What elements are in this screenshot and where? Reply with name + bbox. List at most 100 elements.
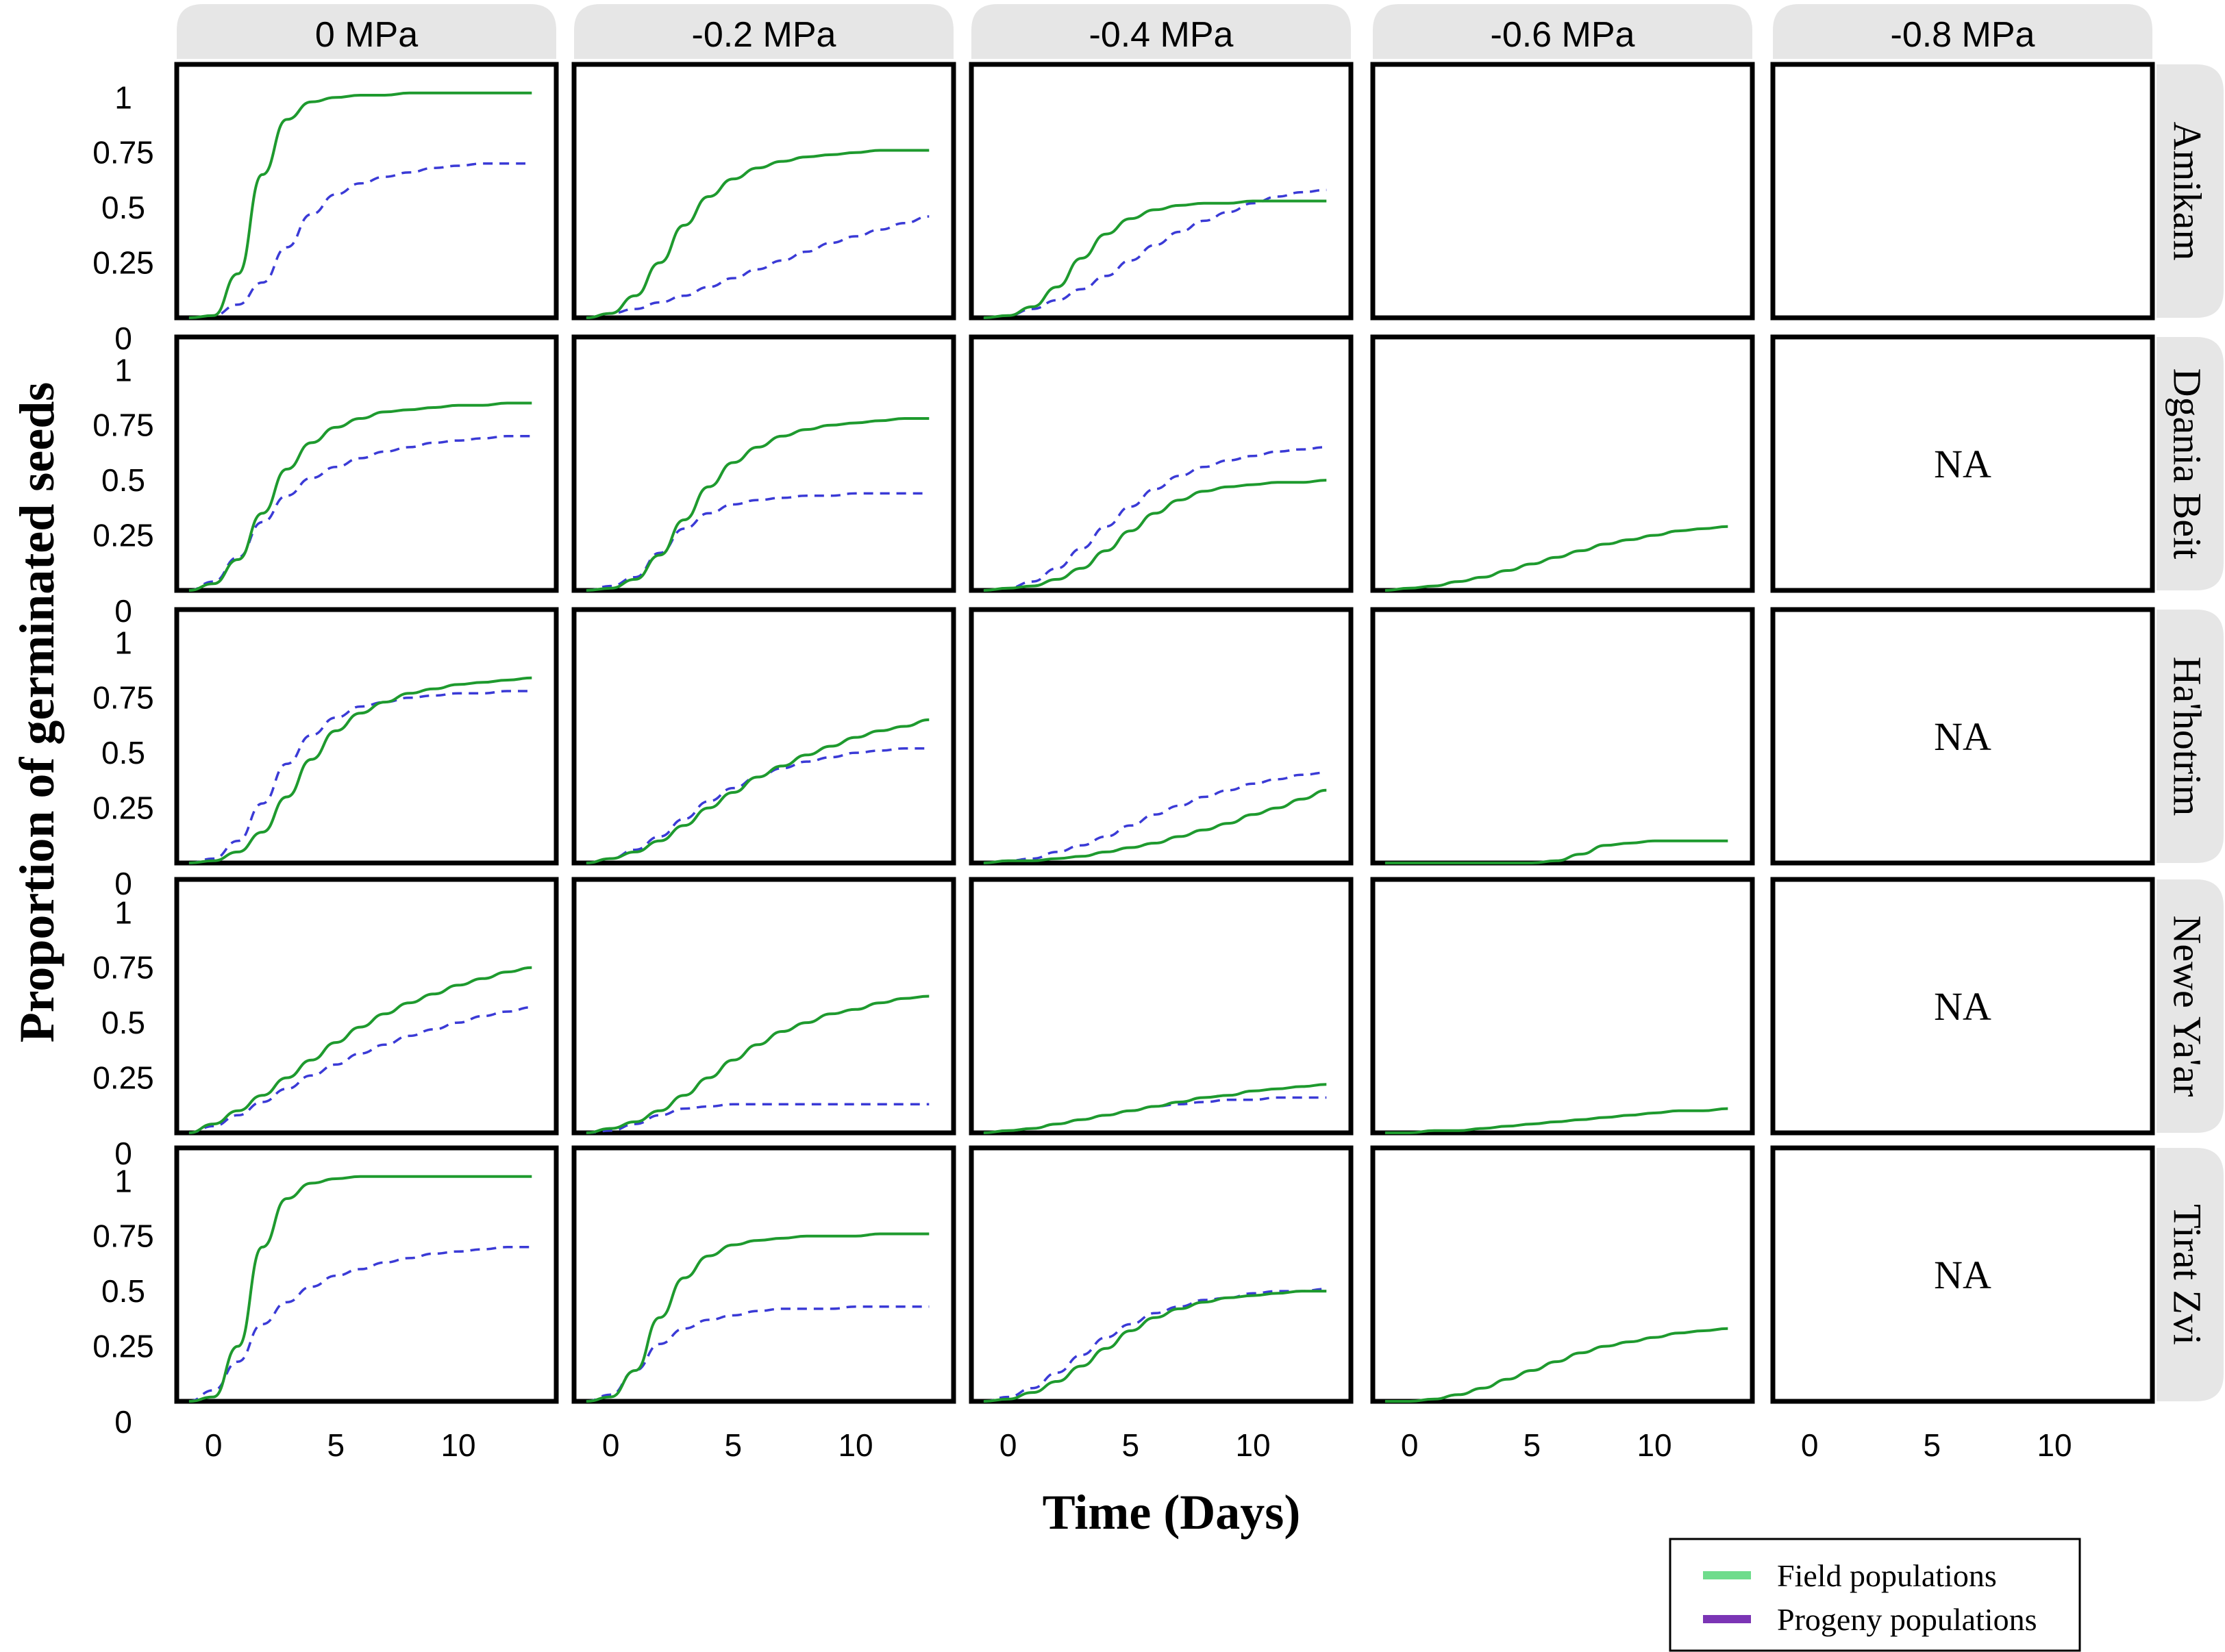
row-strip (2156, 64, 2224, 318)
panel-frame (1770, 334, 2155, 593)
panel-frame (1370, 877, 1755, 1136)
progeny-series-line (983, 188, 1327, 319)
column-strip (971, 4, 1351, 59)
y-tick-label: 0.75 (92, 950, 154, 986)
row-label: Newe Ya'ar (2165, 916, 2210, 1097)
field-series-line (983, 199, 1327, 319)
field-series-line (188, 966, 532, 1134)
x-tick-label: 0 (602, 1427, 620, 1463)
panel-frame (571, 334, 956, 593)
field-series-line (983, 788, 1327, 864)
field-series-line (983, 1290, 1327, 1403)
progeny-series-line (188, 1246, 532, 1403)
field-series-line (586, 994, 930, 1134)
legend-progeny-label: Progeny populations (1777, 1602, 2037, 1637)
column-label: 0 MPa (315, 15, 418, 55)
x-tick-label: 5 (1524, 1427, 1541, 1463)
x-tick-label: 0 (205, 1427, 223, 1463)
y-tick-label: 0.5 (101, 190, 145, 225)
y-tick-label: 0.75 (92, 135, 154, 171)
field-series-line (188, 91, 532, 319)
field-series-line (1384, 525, 1728, 592)
panel-frame (1370, 62, 1755, 321)
column-label: -0.4 MPa (1089, 15, 1234, 55)
panels-layer: 0 MPa -0.2 MPa -0.4 MPa -0.6 MPa -0.8 MPa Ami… (92, 4, 2224, 1463)
row-strip (2156, 337, 2224, 590)
x-tick-label: 10 (1235, 1427, 1270, 1463)
y-tick-label: 0.25 (92, 1329, 154, 1364)
legend-field-label: Field populations (1777, 1558, 1997, 1593)
field-series-line (586, 149, 930, 319)
panel-frame (969, 334, 1354, 593)
x-tick-label: 10 (440, 1427, 475, 1463)
panel-frame (969, 62, 1354, 321)
y-tick-label: 0.5 (101, 462, 145, 498)
y-tick-label: 0.5 (101, 1273, 145, 1309)
panel-frame (1770, 62, 2155, 321)
x-tick-label: 5 (327, 1427, 345, 1463)
y-tick-label: 0.25 (92, 518, 154, 553)
panel-frame (1770, 1145, 2155, 1404)
row-label: Tirat Zvi (2165, 1204, 2210, 1345)
field-series-line (983, 479, 1327, 592)
y-tick-label: 0.75 (92, 408, 154, 443)
column-label: -0.8 MPa (1891, 15, 2035, 55)
progeny-series-line (983, 1288, 1327, 1403)
panel-frame (969, 1145, 1354, 1404)
column-label: -0.6 MPa (1491, 15, 1635, 55)
x-tick-label: 0 (999, 1427, 1017, 1463)
progeny-series-line (188, 162, 532, 319)
y-tick-label: 1 (114, 894, 132, 930)
row-label: Ha'hotrim (2165, 657, 2210, 816)
panel-frame (571, 607, 956, 866)
field-series-line (586, 417, 930, 592)
progeny-series-line (983, 446, 1327, 592)
panel-frame (174, 877, 559, 1136)
progeny-series-line (586, 1103, 930, 1134)
panel-frame (174, 334, 559, 593)
panel-frame (174, 1145, 559, 1404)
progeny-series-line (188, 690, 532, 864)
panel-frame (571, 1145, 956, 1404)
x-tick-label: 10 (838, 1427, 873, 1463)
panel-frame (1370, 607, 1755, 866)
column-strip (1373, 4, 1752, 59)
progeny-series-line (586, 215, 930, 319)
field-series-line (188, 401, 532, 592)
x-tick-label: 10 (1637, 1427, 1671, 1463)
y-tick-label: 0.75 (92, 1218, 154, 1254)
panel-frame (571, 62, 956, 321)
y-tick-label: 0.25 (92, 1060, 154, 1096)
legend-box (1669, 1538, 2081, 1652)
progeny-series-line (188, 1005, 532, 1134)
y-tick-label: 0.75 (92, 680, 154, 716)
y-axis-title: Proportion of germinated seeds (10, 382, 64, 1043)
field-series-line (188, 676, 532, 864)
progeny-series-line (983, 771, 1327, 864)
panel-frame (969, 877, 1354, 1136)
column-strip (574, 4, 954, 59)
x-tick-label: 10 (2037, 1427, 2072, 1463)
row-strip (2156, 879, 2224, 1133)
field-series-line (983, 1083, 1327, 1134)
column-strip (1773, 4, 2152, 59)
y-tick-label: 0 (114, 321, 132, 356)
na-label: NA (1934, 984, 1991, 1029)
y-tick-label: 1 (114, 79, 132, 115)
y-tick-label: 0 (114, 1136, 132, 1171)
panel-frame (174, 62, 559, 321)
field-series-line (586, 718, 930, 864)
na-label: NA (1934, 1253, 1991, 1297)
x-tick-label: 5 (725, 1427, 743, 1463)
panel-frame (1370, 1145, 1755, 1404)
panel-frame (1770, 607, 2155, 866)
field-series-line (1384, 1327, 1728, 1403)
na-label: NA (1934, 714, 1991, 759)
panel-frame (1770, 877, 2155, 1136)
progeny-series-line (586, 492, 930, 592)
field-series-line (1384, 839, 1728, 864)
row-label: Amikam (2165, 122, 2210, 261)
panel-frame (174, 607, 559, 866)
row-strip (2156, 1148, 2224, 1401)
